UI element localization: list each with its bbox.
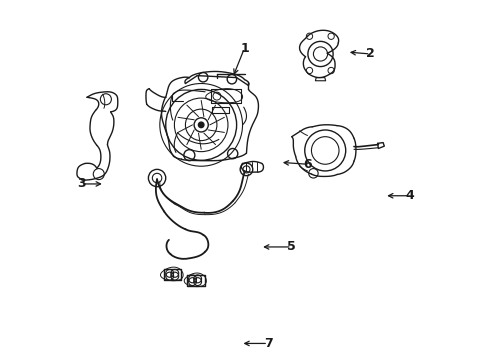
Text: 2: 2	[366, 48, 374, 60]
Circle shape	[198, 122, 203, 128]
Text: 4: 4	[405, 189, 413, 202]
Text: 5: 5	[287, 240, 296, 253]
Text: 1: 1	[240, 41, 248, 55]
Text: 7: 7	[263, 337, 272, 350]
Text: 6: 6	[303, 158, 311, 171]
Text: 3: 3	[77, 177, 85, 190]
